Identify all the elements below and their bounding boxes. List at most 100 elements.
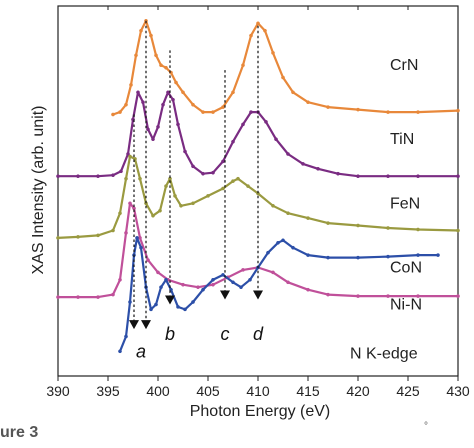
series-point-crn-22 (263, 28, 267, 33)
series-point-fen-4 (118, 211, 122, 216)
series-point-crn-30 (416, 110, 420, 114)
series-label-fen: FeN (390, 195, 420, 212)
series-point-con-7 (132, 206, 136, 211)
series-point-fen-11 (158, 208, 162, 213)
series-point-con-1 (76, 295, 80, 299)
series-point-tin-2 (96, 174, 100, 179)
series-point-con-4 (118, 277, 122, 282)
series-point-fen-17 (206, 194, 210, 198)
series-label-con: CoN (390, 259, 422, 276)
series-point-con-22 (356, 294, 360, 298)
series-point-fen-19 (231, 179, 235, 183)
series-point-ni-n-23 (276, 240, 280, 245)
series-point-con-0 (56, 295, 60, 299)
series-point-tin-29 (316, 166, 320, 171)
series-point-tin-10 (151, 137, 155, 142)
series-point-tin-4 (119, 169, 123, 174)
series-point-ni-n-1 (124, 334, 128, 339)
series-point-tin-19 (211, 170, 215, 175)
series-point-con-13 (196, 285, 200, 290)
series-point-con-2 (96, 295, 100, 299)
series-point-tin-14 (171, 97, 175, 102)
series-label-crn: CrN (390, 57, 418, 74)
series-point-crn-24 (281, 75, 285, 80)
series-point-crn-4 (134, 53, 138, 58)
series-point-tin-12 (161, 102, 165, 107)
series-point-ni-n-18 (231, 280, 235, 285)
series-line-ni-n (118, 236, 438, 352)
series-point-ni-n-7 (149, 307, 153, 312)
series-point-ni-n-14 (191, 300, 195, 304)
series-point-ni-n-31 (436, 253, 440, 257)
x-tick-label-415: 415 (296, 383, 320, 399)
guide-arrow-extra-0 (141, 320, 151, 330)
series-line-con (58, 202, 458, 299)
series-point-con-20 (306, 287, 310, 292)
series-point-tin-13 (166, 90, 170, 95)
series-point-fen-30 (456, 228, 460, 233)
x-tick-label-395: 395 (96, 383, 120, 399)
series-point-crn-28 (356, 107, 360, 112)
series-point-fen-26 (326, 221, 330, 225)
series-point-ni-n-30 (416, 253, 420, 257)
series-point-fen-8 (138, 176, 142, 181)
series-point-fen-23 (271, 203, 275, 208)
series-point-fen-0 (56, 236, 60, 240)
x-axis-label: Photon Energy (eV) (190, 403, 331, 420)
series-point-ni-n-24 (281, 238, 285, 243)
series-point-tin-31 (356, 174, 360, 179)
series-point-ni-n-28 (356, 255, 360, 260)
series-point-ni-n-20 (248, 277, 252, 282)
series-point-crn-5 (139, 28, 143, 33)
series-point-tin-16 (183, 149, 187, 154)
series-point-tin-15 (176, 122, 180, 127)
series-point-tin-33 (416, 174, 420, 179)
series-point-fen-3 (111, 228, 115, 233)
series-point-tin-1 (76, 174, 80, 179)
series-point-fen-25 (306, 216, 310, 220)
series-point-crn-26 (306, 100, 310, 105)
series-point-crn-16 (211, 110, 215, 114)
series-point-con-6 (128, 201, 132, 206)
series-point-ni-n-22 (266, 250, 270, 255)
series-point-tin-22 (241, 122, 245, 127)
series-point-tin-34 (456, 174, 460, 179)
series-point-tin-27 (286, 152, 290, 156)
series-point-fen-15 (179, 203, 183, 208)
series-point-fen-27 (356, 223, 360, 228)
y-axis-label: XAS Intensity (arb. unit) (30, 106, 47, 275)
series-point-ni-n-13 (183, 307, 187, 312)
series-point-con-19 (286, 280, 290, 285)
peak-label-b: b (165, 324, 175, 344)
series-point-crn-23 (271, 51, 275, 55)
series-point-tin-26 (274, 137, 278, 142)
series-point-ni-n-25 (291, 245, 295, 250)
series-point-tin-21 (231, 139, 235, 144)
series-point-tin-9 (146, 127, 150, 132)
series-point-ni-n-15 (201, 287, 205, 292)
series-point-ni-n-2 (128, 300, 132, 304)
series-point-tin-20 (221, 159, 225, 164)
series-point-ni-n-5 (139, 245, 143, 250)
guide-arrow-a (129, 320, 139, 330)
series-point-con-10 (156, 270, 160, 275)
series-point-ni-n-19 (239, 285, 243, 290)
series-point-fen-6 (128, 154, 132, 159)
x-tick-label-425: 425 (396, 383, 420, 399)
x-tick-label-410: 410 (246, 383, 270, 399)
series-point-con-23 (386, 294, 390, 298)
series-label-n-k-edge: N K-edge (350, 346, 418, 363)
series-point-ni-n-8 (154, 302, 158, 307)
series-point-ni-n-9 (159, 285, 163, 290)
series-point-crn-9 (159, 63, 163, 68)
x-tick-label-400: 400 (146, 383, 170, 399)
series-point-con-3 (111, 292, 115, 297)
series-point-con-9 (146, 258, 150, 262)
series-point-crn-12 (174, 80, 178, 85)
series-point-ni-n-29 (386, 254, 390, 259)
series-point-con-14 (211, 282, 215, 287)
series-point-crn-18 (231, 90, 235, 95)
xas-chart: 390 395 400 405 410 415 420 425 430 ab c d CrN TiN FeN… (30, 5, 470, 420)
series-point-fen-18 (221, 186, 225, 191)
series-point-tin-0 (56, 174, 60, 179)
